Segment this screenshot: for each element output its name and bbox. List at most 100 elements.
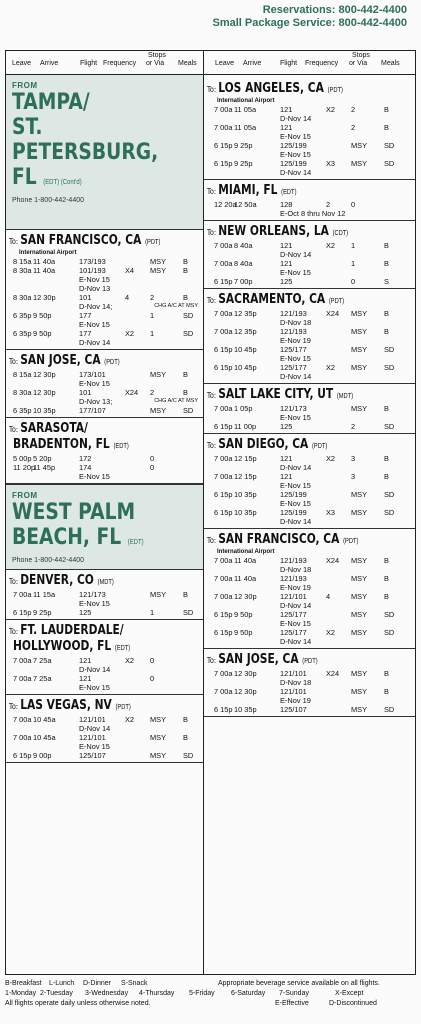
leave-time: 12 20a	[214, 200, 237, 209]
flight-note-row: D-Nov 14; CHG A/C AT MSY	[9, 302, 200, 311]
leave-time: 6 15p	[214, 345, 233, 354]
destination-block: To: NEW ORLEANS, LA (CDT) 7 00a 8 40a 121 X2…	[204, 221, 415, 289]
stops-via: MSY	[351, 687, 368, 696]
arrive-time: 9 25p	[234, 159, 253, 168]
destination-city: SAN JOSE, CA	[218, 652, 299, 667]
flight-note: D-Nov 14	[280, 372, 312, 381]
arrive-time: 9 50p	[33, 329, 52, 338]
to-label: To:	[207, 187, 219, 196]
flight-row: 7 00a 1 05p 121/173 MSY B	[207, 404, 412, 413]
left-column: FROM TAMPA/ ST. PETERSBURG, FL (EDT) (Co…	[6, 75, 203, 763]
flight-note: D-Nov 14	[79, 724, 111, 733]
arrive-time: 11 40a	[234, 556, 257, 565]
flight-note: D-Nov 18	[280, 565, 312, 574]
leave-time: 6 35p	[13, 406, 32, 415]
right-column: To: LOS ANGELES, CA (PDT) International A…	[204, 78, 415, 717]
meals: SD	[183, 608, 194, 617]
flight-note-row: E-Nov 15	[9, 379, 200, 388]
meals: SD	[384, 628, 395, 637]
frequency: X4	[125, 266, 135, 275]
col-stops-bottom: or Via	[146, 60, 165, 67]
leave-time: 6 15p	[214, 628, 233, 637]
flight-note-row: E-Nov 15	[207, 499, 412, 508]
meals: B	[384, 241, 389, 250]
stops-via: MSY	[351, 490, 368, 499]
beverage-note: Appropriate beverage service available o…	[218, 980, 380, 987]
flight-number: 173/101	[79, 370, 106, 379]
arrive-time: 8 40a	[234, 259, 253, 268]
flight-number: 121	[280, 259, 293, 268]
destination-block: To: SACRAMENTO, CA (PDT) 7 00a 12 35p 121/1…	[204, 289, 415, 384]
destination-block: To: SAN JOSE, CA (PDT) 7 00a 12 30p 121/101…	[204, 649, 415, 717]
arrive-time: 7 25a	[33, 674, 52, 683]
arrive-time: 12 30p	[33, 388, 56, 397]
meals: B	[384, 472, 389, 481]
meals: S	[384, 277, 389, 286]
stops-via: MSY	[351, 610, 368, 619]
arrive-time: 11 05a	[234, 123, 257, 132]
flight-note: E-Nov 15	[280, 499, 311, 508]
destinations-right: To: LOS ANGELES, CA (PDT) International A…	[204, 78, 415, 717]
meals: B	[384, 669, 389, 678]
destination-block: To: MIAMI, FL (EDT) 12 20a 12 50a 128 2 0 E-Oc…	[204, 180, 415, 221]
flight-note-row: E-Nov 15	[207, 150, 412, 159]
meals: SD	[384, 490, 395, 499]
flight-row: 7 00a 7 25a 121 0	[9, 674, 200, 683]
flight-number: 121/101	[280, 592, 307, 601]
destination-city: SAN DIEGO, CA	[218, 437, 309, 452]
arrive-time: 12 30p	[234, 592, 257, 601]
flight-note: D-Nov 14	[79, 338, 111, 347]
meals: SD	[384, 705, 395, 714]
flight-row: 6 35p 9 50p 177 X2 1 SD	[9, 329, 200, 338]
arrive-time: 12 15p	[234, 454, 257, 463]
arrive-time: 10 35p	[234, 508, 257, 517]
flight-number: 121/193	[280, 327, 307, 336]
destination-city: SACRAMENTO, CA	[218, 292, 326, 307]
flight-number: 125/177	[280, 628, 307, 637]
frequency: X2	[326, 363, 336, 372]
leave-time: 6 15p	[13, 751, 32, 760]
meals: B	[384, 574, 389, 583]
flight-number: 125/199	[280, 141, 307, 150]
leave-time: 7 00a	[214, 327, 233, 336]
leave-time: 6 15p	[214, 159, 233, 168]
leave-time: 7 00a	[13, 656, 32, 665]
origin-phone: Phone 1-800-442-4400	[12, 197, 85, 204]
destination-name: To: SAN FRANCISCO, CA (PDT)	[207, 532, 375, 549]
destination-city: LOS ANGELES, CA	[218, 81, 324, 96]
frequency: X2	[125, 715, 135, 724]
day-legend: 5-Friday	[189, 990, 215, 997]
destination-city: SAN JOSE, CA	[20, 353, 101, 368]
leave-time: 6 15p	[214, 705, 233, 714]
leave-time: 7 00a	[214, 309, 233, 318]
meals: B	[384, 327, 389, 336]
flight-note-row: D-Nov 14	[207, 114, 412, 123]
to-label: To:	[9, 627, 21, 636]
flight-note-row: D-Nov 14	[207, 250, 412, 259]
leave-time: 7 00a	[214, 574, 233, 583]
destination-block: To: FT. LAUDERDALE/HOLLYWOOD, FL (EDT) 7 …	[6, 620, 203, 695]
frequency: X24	[326, 309, 340, 318]
flight-note: D-Nov 14	[280, 463, 312, 472]
arrive-time: 7 25a	[33, 656, 52, 665]
flight-note-row: E-Nov 15	[9, 683, 200, 692]
flight-note-row: D-Nov 14	[207, 372, 412, 381]
destination-block: To: SARASOTA/BRADENTON, FL (EDT) 5 00p 5 2…	[6, 418, 203, 484]
flight-row: 7 00a 10 45a 121/101 MSY B	[9, 733, 200, 742]
flight-note-row: D-Nov 13; CHG A/C AT MSY	[9, 397, 200, 406]
flight-number: 125/177	[280, 610, 307, 619]
leave-time: 6 15p	[214, 422, 233, 431]
flight-note: E-Nov 15	[280, 150, 311, 159]
stops-via: MSY	[150, 733, 167, 742]
leave-time: 7 00a	[214, 687, 233, 696]
stops-via: MSY	[351, 508, 368, 517]
header-bottom-rule	[5, 74, 415, 75]
arrive-time: 9 50p	[33, 311, 52, 320]
flight-row: 5 00p 5 20p 172 0	[9, 454, 200, 463]
flight-note: E-Nov 15	[280, 132, 311, 141]
origin-tz: (EDT)	[127, 539, 144, 546]
destination-name: BRADENTON, FL (EDT)	[13, 437, 166, 454]
stops-via: 1	[150, 608, 155, 617]
flight-note: E-Nov 15	[79, 742, 110, 751]
frequency: X2	[326, 454, 336, 463]
